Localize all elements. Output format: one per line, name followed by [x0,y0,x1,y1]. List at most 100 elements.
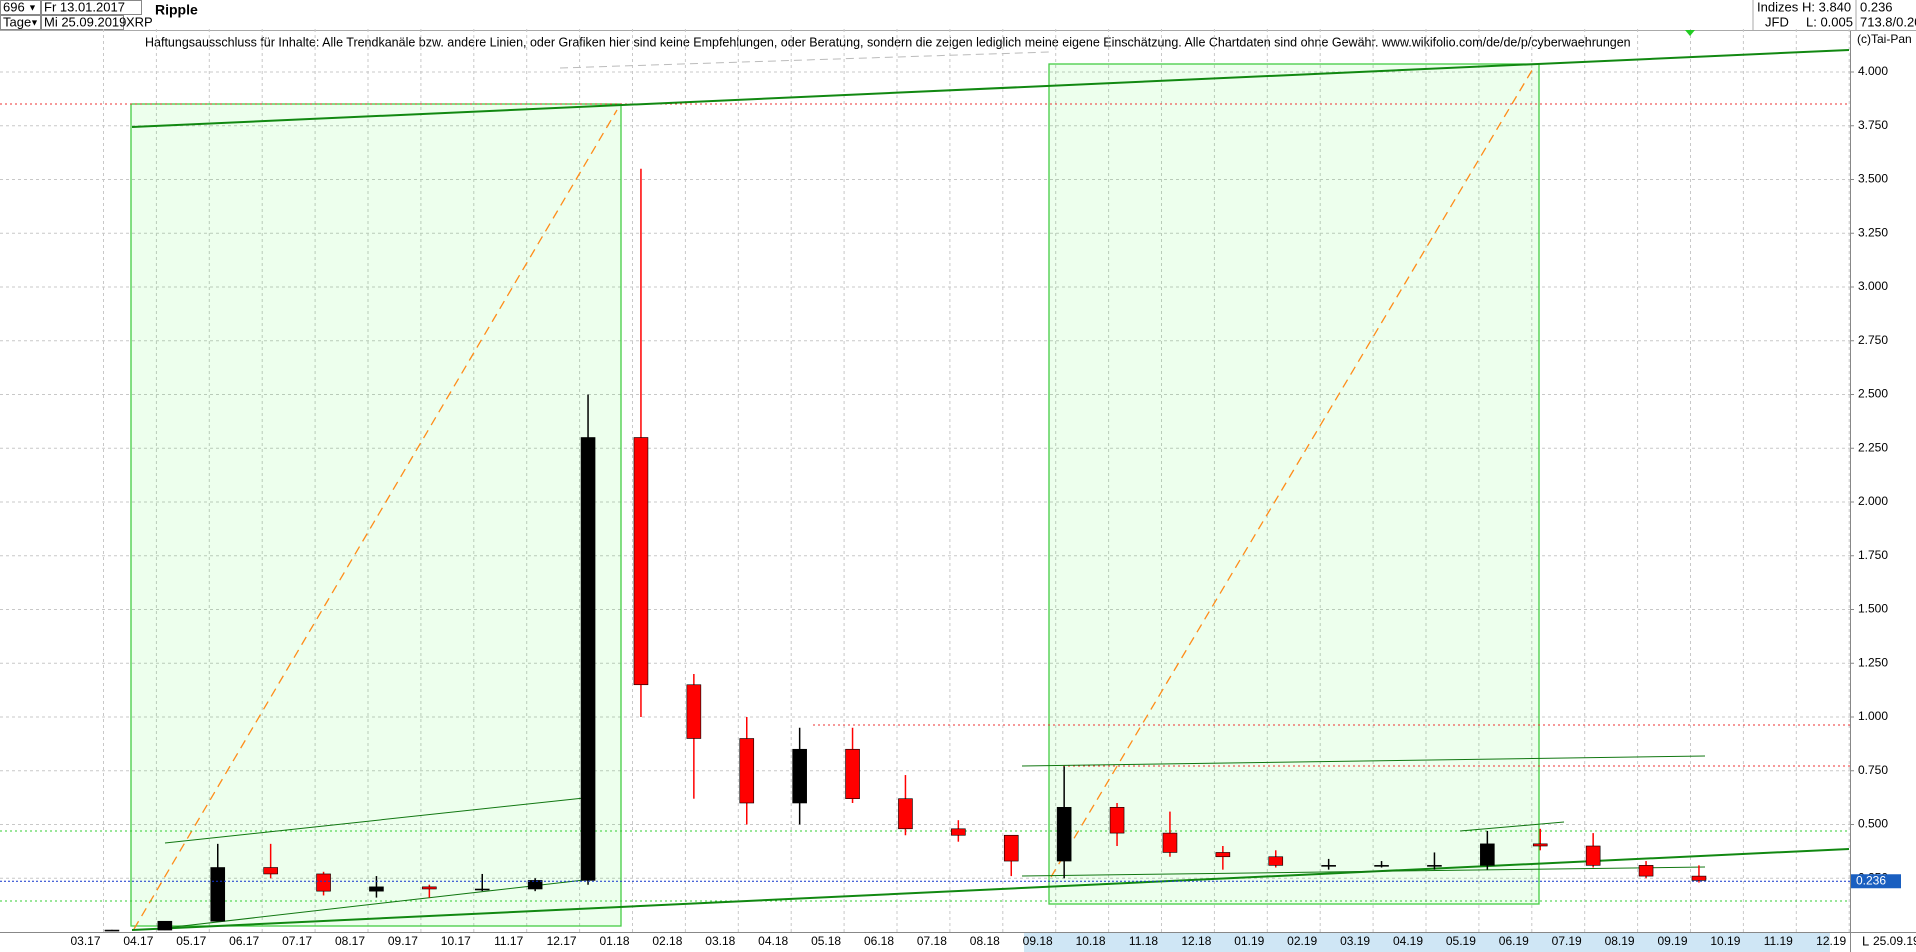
x-tick-label: 12.17 [547,934,577,948]
candle-body [1585,845,1601,866]
count: 696 [3,0,25,14]
y-tick-label: 3.000 [1858,279,1888,293]
candle-body [1268,856,1284,866]
grid [0,29,1850,932]
candle-body [369,886,384,892]
drawings [0,30,1850,931]
dropdown-icon: ▼ [28,2,37,12]
candle-body [580,437,596,881]
x-tick-label: 10.19 [1710,934,1740,948]
x-tick-label: 04.18 [758,934,788,948]
to-date: Mi 25.09.2019 [44,14,126,29]
x-tick-label: 07.18 [917,934,947,948]
last: 0.236 [1860,0,1893,14]
last-price-label: 0.236 [1856,873,1886,887]
candle-body [157,920,173,931]
candle-body [1321,865,1336,867]
candle-body [951,828,966,836]
x-tick-label: 04.19 [1393,934,1423,948]
x-tick-label: 02.19 [1287,934,1317,948]
x-tick-label: 03.17 [70,934,100,948]
x-tick-label: 04.17 [123,934,153,948]
y-tick-label: 1.250 [1858,655,1888,669]
chart-title: Ripple [155,2,198,18]
trend-line [1021,866,1706,877]
y-tick-label: 1.500 [1858,602,1888,616]
symbol: XRP [126,14,153,29]
candle-body [1691,875,1707,881]
trend-line [164,797,585,844]
x-tick-label: 05.17 [176,934,206,948]
x-tick-label: 08.18 [970,934,1000,948]
from-box[interactable] [41,0,142,15]
y-tick-label: 1.750 [1858,548,1888,562]
end-date: 25.09.19 [1873,934,1916,948]
candle-body [739,738,755,804]
x-tick-label: 10.18 [1076,934,1106,948]
dropdown-icon: ▼ [30,17,39,27]
y-tick-label: 2.000 [1858,494,1888,508]
x-tick-label: 11.17 [494,934,523,948]
to-box[interactable] [41,15,124,30]
disclaimer: Haftungsausschluss für Inhalte: Alle Tre… [145,35,1631,49]
candle-body [1162,832,1178,853]
count-box[interactable] [0,0,41,15]
projection-line [1050,66,1535,878]
x-tick-label: 06.19 [1499,934,1529,948]
channel-line [559,51,1051,69]
candle-body [1056,806,1072,862]
candle-body [527,880,543,890]
period-box[interactable] [0,15,41,30]
x-tick-label: 11.19 [1764,934,1793,948]
y-tick-label: 3.250 [1858,225,1888,239]
y-tick-label: 0.750 [1858,763,1888,777]
scale-mode[interactable]: L [1862,933,1869,948]
y-tick-label: 2.750 [1858,333,1888,347]
x-tick-label: 03.19 [1340,934,1370,948]
trend-line [131,848,1850,931]
x-tick-label: 08.17 [335,934,365,948]
x-tick-label: 08.19 [1605,934,1635,948]
trend-line [1459,821,1565,832]
candle-body [686,684,702,739]
candle-body [792,748,807,804]
y-tick-label: 2.250 [1858,440,1888,454]
trend-line [131,49,1850,128]
low: L: 0.005 [1806,14,1853,29]
y-tick-label: 2.500 [1858,387,1888,401]
selection-range[interactable] [1024,933,1830,952]
candle-body [1215,852,1231,858]
candle-body [316,873,331,892]
zone-box [1048,63,1540,905]
x-tick-label: 12.18 [1181,934,1211,948]
candle-body [633,437,649,686]
high: H: 3.840 [1802,0,1851,14]
broker: JFD [1765,14,1789,29]
candle-body [1427,865,1442,867]
from-date: Fr 13.01.2017 [44,0,125,14]
x-tick-label: 06.18 [864,934,894,948]
info: 713.8/0.20 [1860,14,1916,29]
x-tick-label: 07.17 [282,934,312,948]
candle-body [1480,843,1495,866]
y-tick-label: 3.750 [1858,118,1888,132]
candle-body [210,867,226,922]
candle-body [898,798,913,830]
x-tick-label: 02.18 [652,934,682,948]
candle-body [474,888,490,891]
y-tick-label: 3.500 [1858,172,1888,186]
x-tick-label: 05.18 [811,934,841,948]
candle-body [1374,865,1389,867]
copyright: (c)Tai-Pan [1857,32,1912,46]
x-tick-label: 07.19 [1552,934,1582,948]
candle-body [845,748,860,800]
y-tick-label: 4.000 [1858,64,1888,78]
x-tick-label: 11.18 [1129,934,1158,948]
x-tick-label: 12.19 [1816,934,1846,948]
x-tick-label: 01.18 [599,934,629,948]
marker [1685,30,1695,36]
candle-body [1003,834,1019,862]
candle-body [1109,806,1125,834]
